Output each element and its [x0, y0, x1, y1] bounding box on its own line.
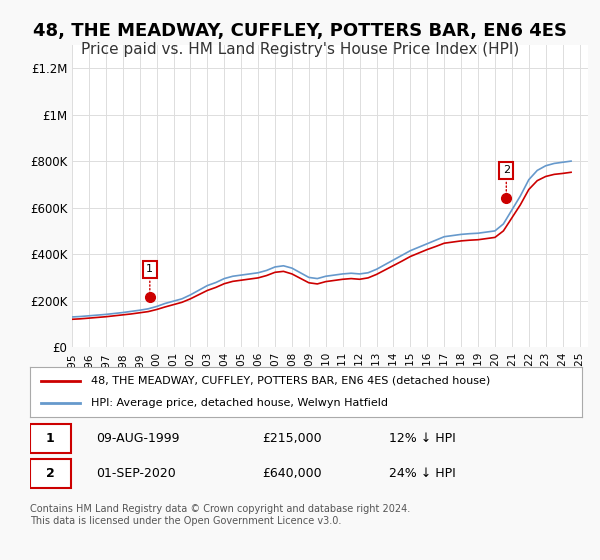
- Text: £215,000: £215,000: [262, 432, 322, 445]
- Text: Price paid vs. HM Land Registry's House Price Index (HPI): Price paid vs. HM Land Registry's House …: [81, 42, 519, 57]
- Text: 09-AUG-1999: 09-AUG-1999: [96, 432, 180, 445]
- Text: Contains HM Land Registry data © Crown copyright and database right 2024.
This d: Contains HM Land Registry data © Crown c…: [30, 504, 410, 526]
- Text: £640,000: £640,000: [262, 466, 322, 480]
- FancyBboxPatch shape: [30, 459, 71, 488]
- Text: 24% ↓ HPI: 24% ↓ HPI: [389, 466, 455, 480]
- Text: 2: 2: [46, 466, 55, 480]
- Text: 48, THE MEADWAY, CUFFLEY, POTTERS BAR, EN6 4ES: 48, THE MEADWAY, CUFFLEY, POTTERS BAR, E…: [33, 22, 567, 40]
- Text: 12% ↓ HPI: 12% ↓ HPI: [389, 432, 455, 445]
- Text: 2: 2: [503, 165, 510, 195]
- Text: 1: 1: [46, 432, 55, 445]
- Text: 01-SEP-2020: 01-SEP-2020: [96, 466, 176, 480]
- Text: 1: 1: [146, 264, 154, 295]
- FancyBboxPatch shape: [30, 424, 71, 454]
- Text: 48, THE MEADWAY, CUFFLEY, POTTERS BAR, EN6 4ES (detached house): 48, THE MEADWAY, CUFFLEY, POTTERS BAR, E…: [91, 376, 490, 386]
- Text: HPI: Average price, detached house, Welwyn Hatfield: HPI: Average price, detached house, Welw…: [91, 398, 388, 408]
